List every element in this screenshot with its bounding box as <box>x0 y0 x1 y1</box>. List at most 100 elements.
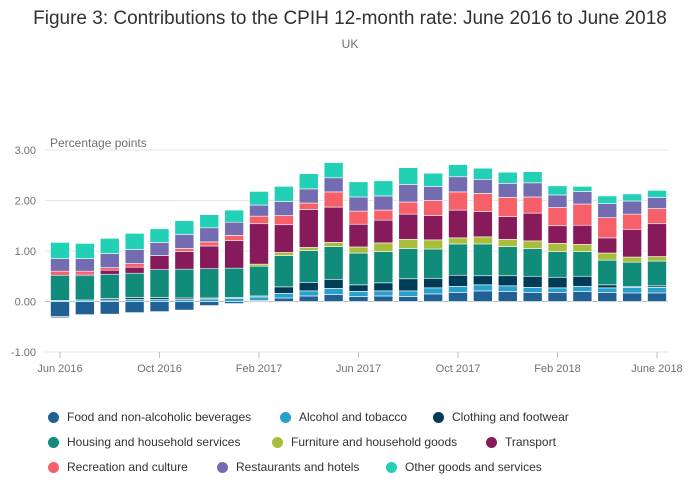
bar-segment <box>522 240 543 249</box>
bar-segment <box>398 184 419 203</box>
bar-segment <box>547 287 568 293</box>
bar-segment <box>348 284 369 292</box>
bar-segment <box>348 223 369 248</box>
bar-segment <box>497 275 518 287</box>
bar-stack <box>274 186 294 302</box>
legend-item: Recreation and culture <box>48 458 188 476</box>
bar-segment <box>547 225 568 244</box>
bar-segment <box>224 221 244 236</box>
bar-segment <box>348 246 369 254</box>
bar-segment <box>124 297 145 300</box>
bar-segment <box>174 251 195 270</box>
bar-stack <box>149 228 170 312</box>
bar-segment <box>199 245 220 269</box>
bar-segment <box>497 246 518 277</box>
bar-segment <box>124 272 145 298</box>
bar-segment <box>99 253 120 268</box>
bar-segment <box>274 255 294 288</box>
bar-segment <box>249 204 269 217</box>
bar-segment <box>572 286 593 292</box>
bar-stack <box>249 191 269 302</box>
bar-stack <box>647 190 667 302</box>
bar-segment <box>323 191 344 208</box>
legend-item: Clothing and footwear <box>433 408 569 426</box>
bar-stack <box>298 173 319 302</box>
bar-segment <box>473 275 493 286</box>
bar-segment <box>597 217 618 239</box>
bar-segment <box>298 282 319 292</box>
bar-segment <box>149 269 170 298</box>
bar-stack <box>124 233 145 313</box>
bar-segment <box>149 301 170 312</box>
bar-segment <box>174 234 195 249</box>
bar-segment <box>522 248 543 277</box>
x-tick-label: Feb 2017 <box>236 363 282 375</box>
bar-segment <box>50 301 70 317</box>
bar-segment <box>448 176 468 193</box>
legend-swatch <box>386 461 397 473</box>
bar-segment <box>373 242 394 252</box>
bar-segment <box>473 211 493 238</box>
bar-segment <box>572 203 593 226</box>
bar-segment <box>597 252 618 261</box>
bar-segment <box>224 298 244 302</box>
legend-label: Food and non-alcoholic beverages <box>67 410 252 424</box>
bar-segment <box>323 177 344 193</box>
bar-stack <box>572 186 593 302</box>
bar-segment <box>473 167 493 180</box>
bar-stack <box>398 167 419 302</box>
chart-title: Figure 3: Contributions to the CPIH 12-m… <box>33 8 667 29</box>
y-axis: -1.00 0.00 1.00 2.00 3.00 <box>11 145 36 359</box>
bar-segment <box>547 292 568 302</box>
bar-segment <box>373 251 394 284</box>
bar-segment <box>473 284 493 292</box>
bar-segment <box>298 188 319 204</box>
bar-segment <box>647 190 667 198</box>
bar-segment <box>298 295 319 302</box>
bar-segment <box>522 212 543 242</box>
bar-segment <box>75 301 95 315</box>
bar-segment <box>522 287 543 293</box>
y-axis-label: Percentage points <box>50 136 147 150</box>
bar-segment <box>50 258 70 272</box>
bar-segment <box>398 248 419 280</box>
bar-segment <box>298 247 319 251</box>
legend-label: Housing and household services <box>67 435 241 449</box>
bar-segment <box>199 268 220 299</box>
bar-stack <box>348 181 369 302</box>
bar-segment <box>224 301 244 304</box>
bar-segment <box>497 291 518 302</box>
bar-segment <box>124 301 145 313</box>
bar-segment <box>473 243 493 277</box>
legend-swatch <box>433 411 444 423</box>
bar-stack <box>622 193 642 302</box>
bar-stack <box>497 171 518 302</box>
bar-segment <box>522 292 543 302</box>
bar-segment <box>622 292 642 302</box>
bar-segment <box>373 195 394 211</box>
legend-item: Other goods and services <box>386 458 542 476</box>
bar-segment <box>647 197 667 209</box>
bar-segment <box>149 228 170 243</box>
bar-segment <box>124 266 145 274</box>
bar-segment <box>647 287 667 294</box>
bar-stack <box>224 209 244 304</box>
bar-segment <box>249 265 269 297</box>
bar-segment <box>597 237 618 254</box>
bar-segment <box>597 259 618 286</box>
bar-segment <box>647 256 667 262</box>
bar-segment <box>423 200 443 216</box>
bar-segment <box>174 301 195 311</box>
bar-segment <box>373 219 394 244</box>
bar-segment <box>50 316 70 318</box>
bar-segment <box>622 200 642 215</box>
bar-segment <box>75 258 95 272</box>
bar-segment <box>274 215 294 226</box>
bar-segment <box>522 182 543 198</box>
bar-segment <box>423 287 443 295</box>
bar-stack <box>522 171 543 302</box>
bar-segment <box>572 191 593 205</box>
bar-segment <box>547 207 568 227</box>
bar-segment <box>199 298 220 302</box>
